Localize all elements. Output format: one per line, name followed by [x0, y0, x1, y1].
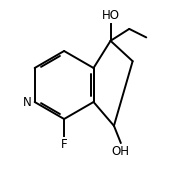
- Text: OH: OH: [112, 145, 130, 158]
- Text: N: N: [23, 96, 31, 108]
- Text: F: F: [61, 138, 67, 151]
- Text: HO: HO: [102, 9, 120, 22]
